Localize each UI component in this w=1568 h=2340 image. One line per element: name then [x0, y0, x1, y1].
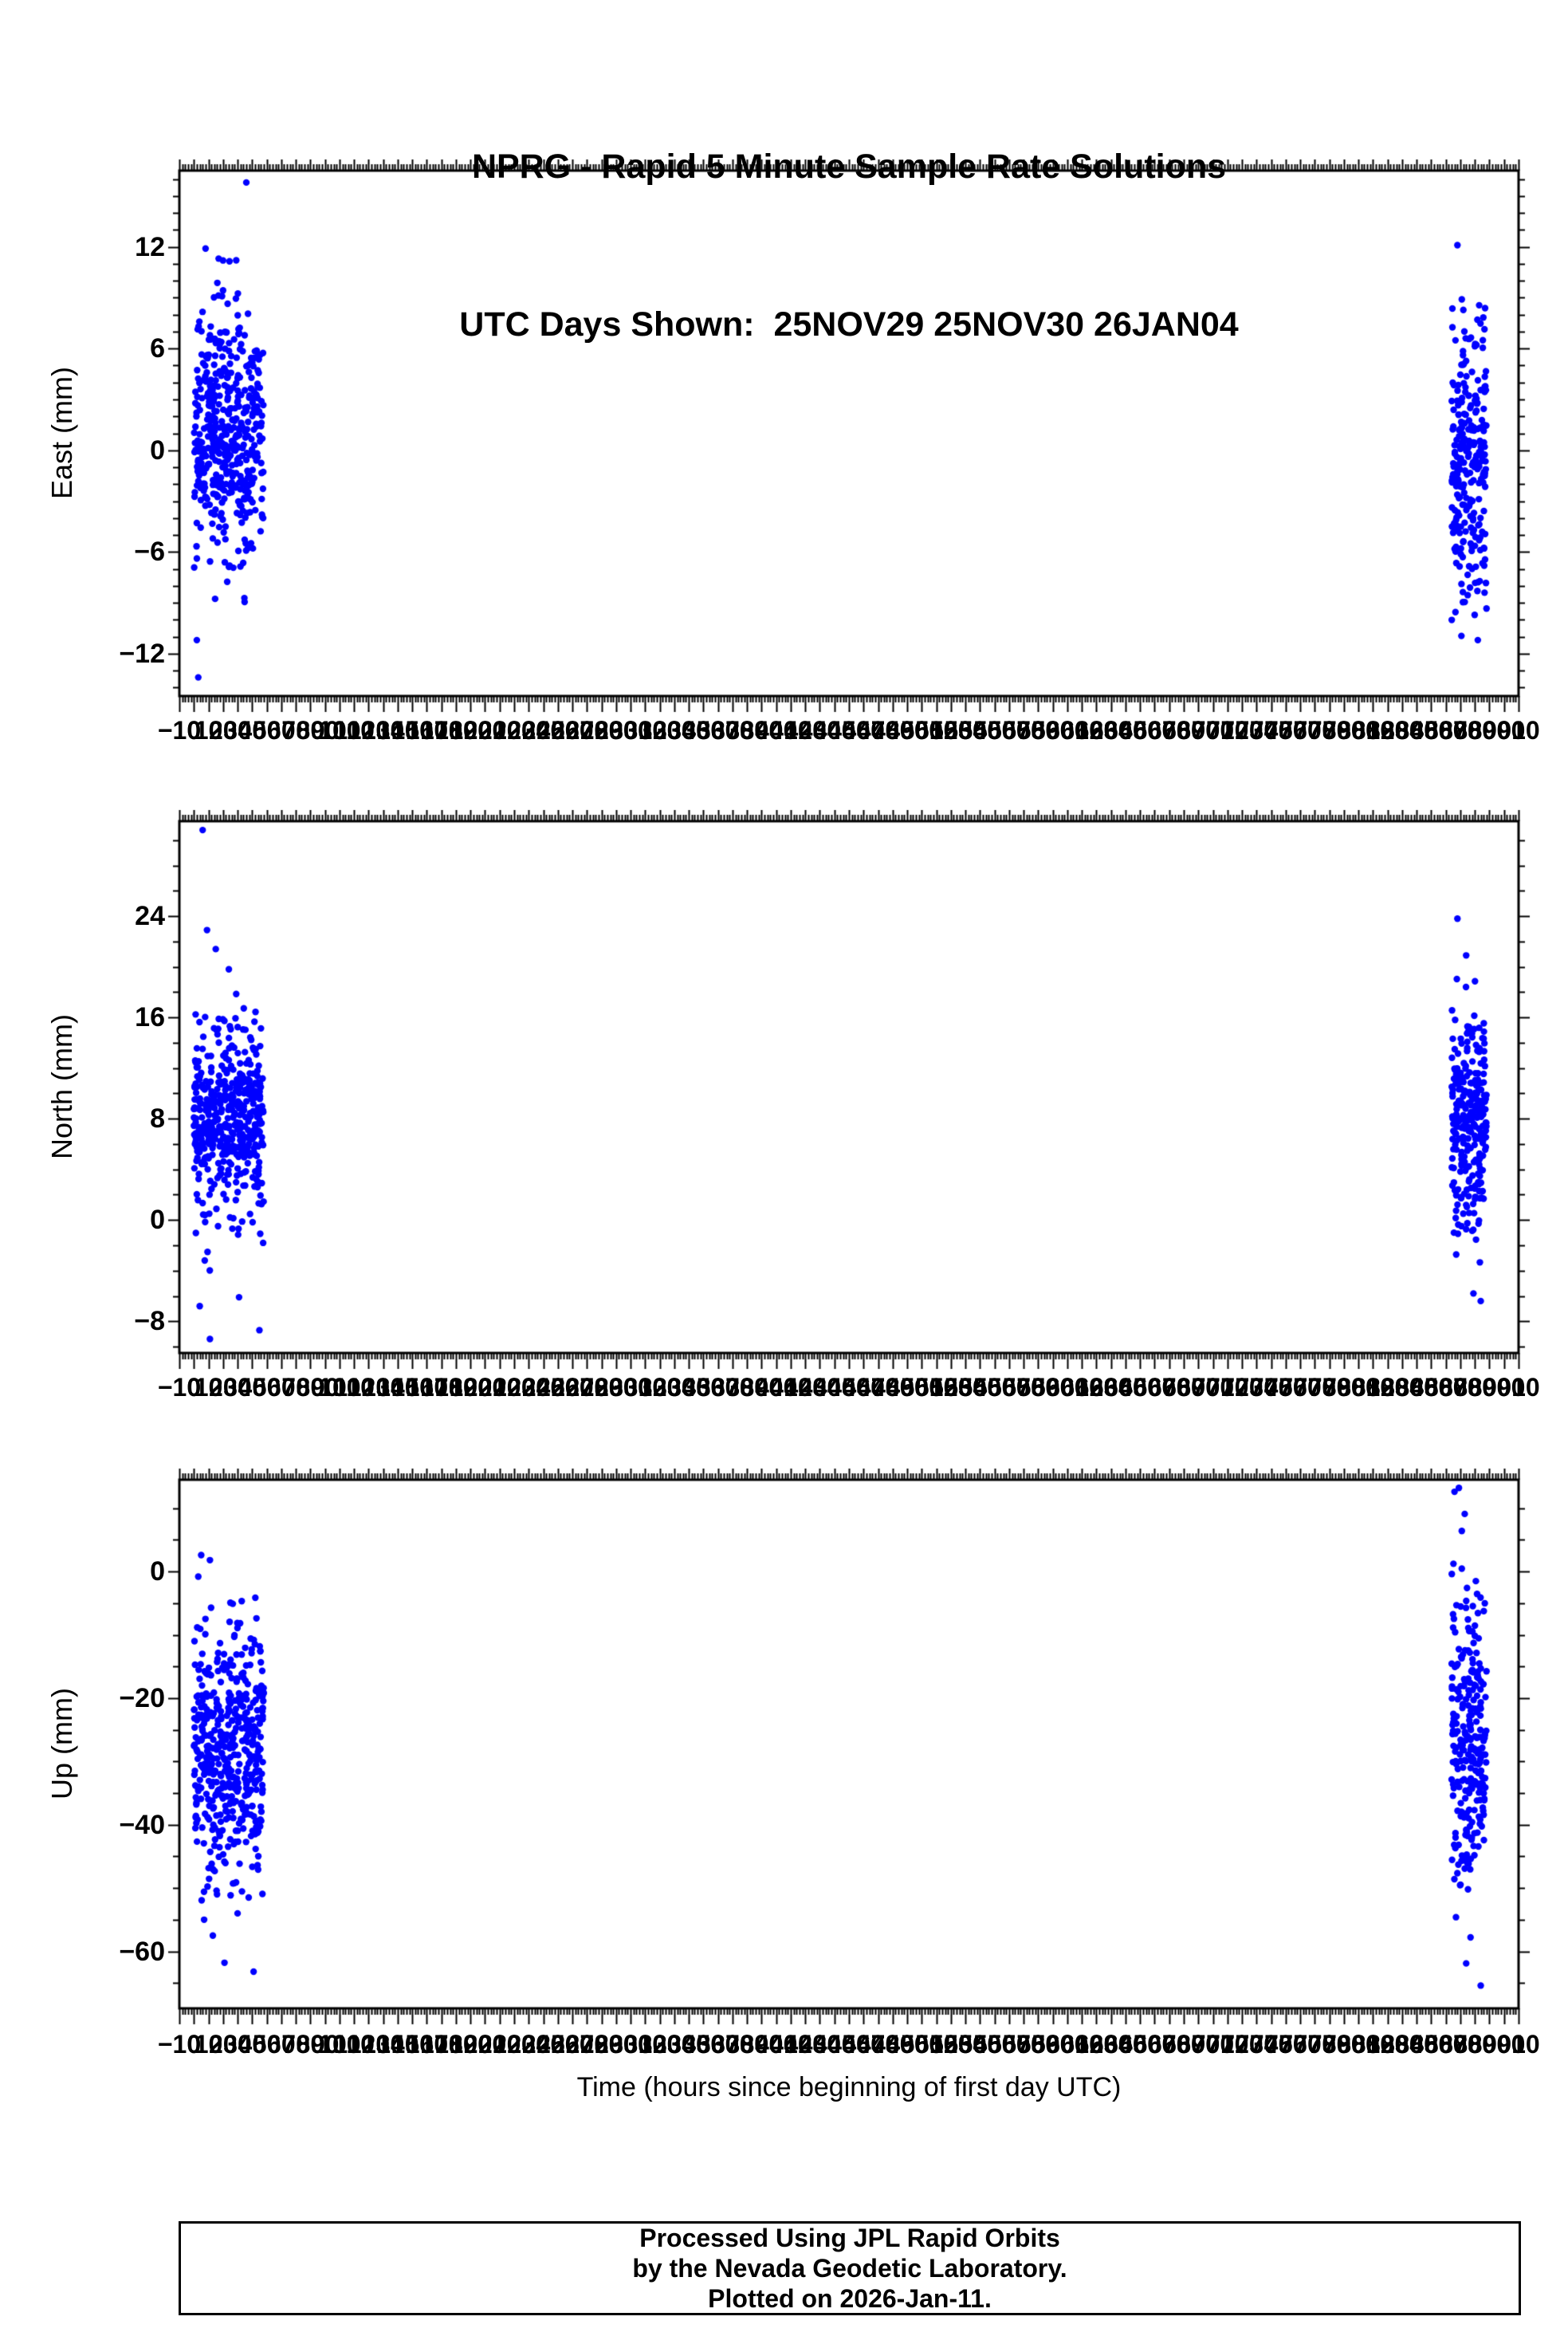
processing-note-box: Processed Using JPL Rapid Orbits by the … — [179, 2221, 1521, 2315]
footer-line3: Plotted on 2026-Jan-11. — [708, 2284, 992, 2313]
up-scatter-canvas — [0, 1432, 1568, 2056]
x-axis-label: Time (hours since beginning of first day… — [576, 2072, 1122, 2102]
east-scatter-canvas — [0, 123, 1568, 744]
footer-line1: Processed Using JPL Rapid Orbits — [639, 2224, 1060, 2252]
footer-line2: by the Nevada Geodetic Laboratory. — [632, 2254, 1067, 2283]
north-scatter-canvas — [0, 773, 1568, 1401]
